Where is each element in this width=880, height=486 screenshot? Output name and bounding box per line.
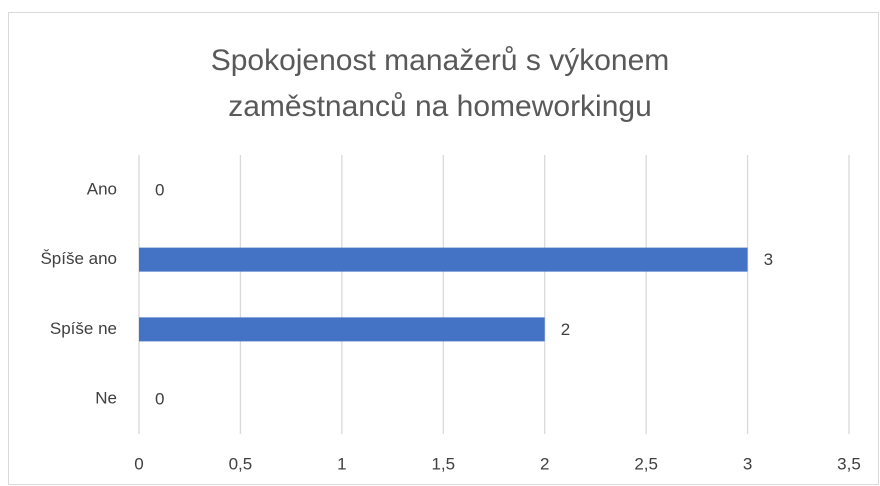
chart-title: zaměstnanců na homeworkingu (228, 90, 652, 123)
value-label: 0 (155, 390, 164, 409)
y-tick-label: Ano (87, 179, 117, 198)
x-tick-label: 3,5 (837, 454, 861, 473)
y-tick-label: Ne (95, 389, 117, 408)
y-tick-label: Spíše ne (50, 319, 117, 338)
bar (139, 317, 545, 342)
x-tick-label: 0 (134, 454, 143, 473)
x-tick-label: 1,5 (431, 454, 455, 473)
x-tick-label: 1 (337, 454, 346, 473)
bar (139, 247, 748, 272)
value-label: 2 (561, 320, 570, 339)
chart-title: Spokojenost manažerů s výkonem (211, 44, 670, 77)
x-tick-label: 0,5 (229, 454, 253, 473)
x-tick-label: 2,5 (634, 454, 658, 473)
x-tick-label: 2 (540, 454, 549, 473)
value-label: 0 (155, 180, 164, 199)
y-tick-label: Špíše ano (40, 249, 117, 268)
value-label: 3 (764, 250, 773, 269)
x-tick-label: 3 (743, 454, 752, 473)
